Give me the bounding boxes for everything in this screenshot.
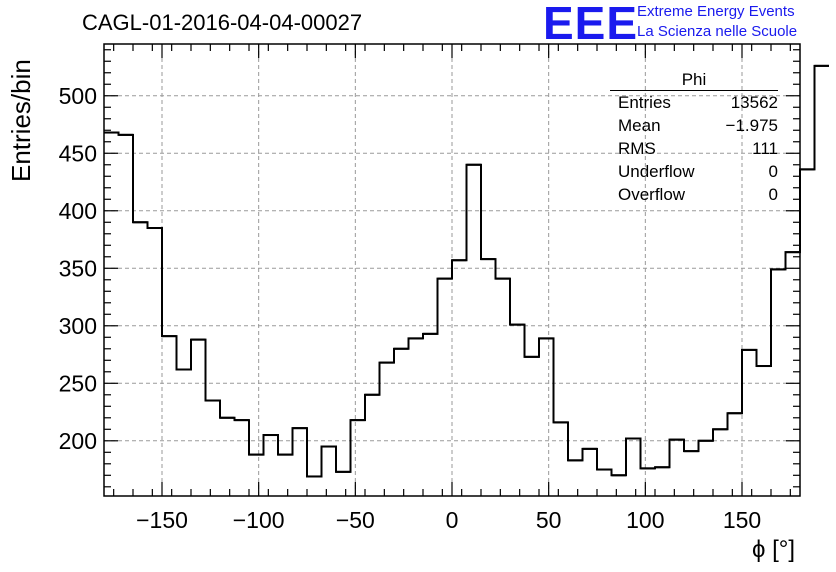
x-tick-label: 0 — [446, 507, 459, 533]
stats-row-entries: Entries 13562 — [610, 91, 778, 114]
x-axis-label: ϕ [°] — [752, 536, 796, 563]
stats-value: 0 — [768, 162, 778, 181]
stats-row-mean: Mean −1.975 — [610, 114, 778, 137]
stats-value: −1.975 — [725, 116, 778, 135]
stats-row-underflow: Underflow 0 — [610, 160, 778, 183]
stats-title: Phi — [610, 68, 778, 91]
x-tick-label: 150 — [723, 507, 761, 533]
y-tick-label: 200 — [59, 428, 97, 454]
y-tick-label: 500 — [59, 83, 97, 109]
chart-title: CAGL-01-2016-04-04-00027 — [82, 10, 363, 35]
y-tick-label: 350 — [59, 255, 97, 281]
eee-logo: EEE — [543, 0, 639, 49]
x-tick-label: −100 — [233, 507, 285, 533]
stats-label: Overflow — [618, 185, 686, 204]
stats-row-overflow: Overflow 0 — [610, 183, 778, 206]
stats-label: RMS — [618, 139, 656, 158]
stats-label: Entries — [618, 93, 671, 112]
stats-row-rms: RMS 111 — [610, 137, 778, 160]
x-tick-label: 100 — [626, 507, 664, 533]
stats-box: Phi Entries 13562 Mean −1.975 RMS 111 Un… — [610, 68, 778, 206]
x-tick-label: 50 — [536, 507, 562, 533]
stats-value: 111 — [752, 139, 778, 158]
x-tick-label: −150 — [136, 507, 188, 533]
logo-line-2: La Scienza nelle Scuole — [637, 23, 798, 40]
y-tick-label: 450 — [59, 140, 97, 166]
stats-label: Mean — [618, 116, 661, 135]
y-tick-label: 300 — [59, 313, 97, 339]
y-axis-label: Entries/bin — [6, 59, 36, 182]
stats-value: 0 — [768, 185, 778, 204]
y-tick-label: 250 — [59, 370, 97, 396]
y-tick-label: 400 — [59, 198, 97, 224]
stats-label: Underflow — [618, 162, 695, 181]
x-tick-label: −50 — [336, 507, 375, 533]
stats-value: 13562 — [730, 93, 778, 112]
logo-line-1: Extreme Energy Events — [637, 3, 795, 20]
